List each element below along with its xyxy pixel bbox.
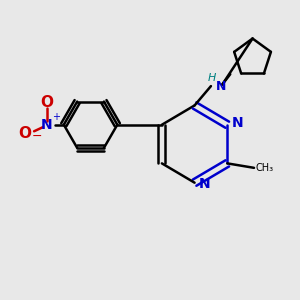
Text: H: H — [208, 73, 216, 83]
Text: CH₃: CH₃ — [256, 163, 274, 173]
Text: N: N — [215, 80, 226, 93]
Text: −: − — [32, 130, 42, 143]
Text: O: O — [40, 95, 53, 110]
Text: O: O — [19, 126, 32, 141]
Text: N: N — [232, 116, 243, 130]
Text: N: N — [41, 118, 52, 132]
Text: N: N — [199, 177, 211, 191]
Text: +: + — [52, 112, 60, 122]
